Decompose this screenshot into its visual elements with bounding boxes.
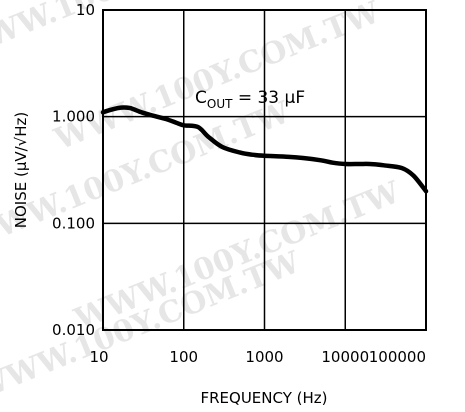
x-tick-label: 100000 [369,348,426,366]
x-tick-label: 10 [89,348,108,366]
cout-annotation-symbol: C [195,88,207,108]
x-tick-labels: 10 100 1000 10000 100000 [89,348,426,366]
x-tick-label: 100 [169,348,198,366]
cout-annotation-subscript: OUT [207,97,233,111]
y-axis-title: NOISE (μV/√Hz) [12,112,30,229]
noise-series-line [100,105,429,194]
watermark-text: WWW.100Y.COM.TW [0,244,306,407]
y-tick-label: 0.100 [52,214,95,232]
y-tick-label: 1.000 [52,108,95,126]
x-tick-label: 1000 [245,348,283,366]
y-tick-labels: 0.010 0.100 1.000 10 [52,1,95,339]
y-tick-label: 0.010 [52,321,95,339]
cout-annotation: COUT = 33 μF [195,88,305,111]
cout-annotation-value: = 33 μF [232,88,305,108]
x-tick-label: 10000 [321,348,369,366]
watermark-text: WWW.100Y.COM.TW [69,174,406,337]
y-tick-label: 10 [76,1,95,19]
x-axis-title: FREQUENCY (Hz) [200,389,327,407]
